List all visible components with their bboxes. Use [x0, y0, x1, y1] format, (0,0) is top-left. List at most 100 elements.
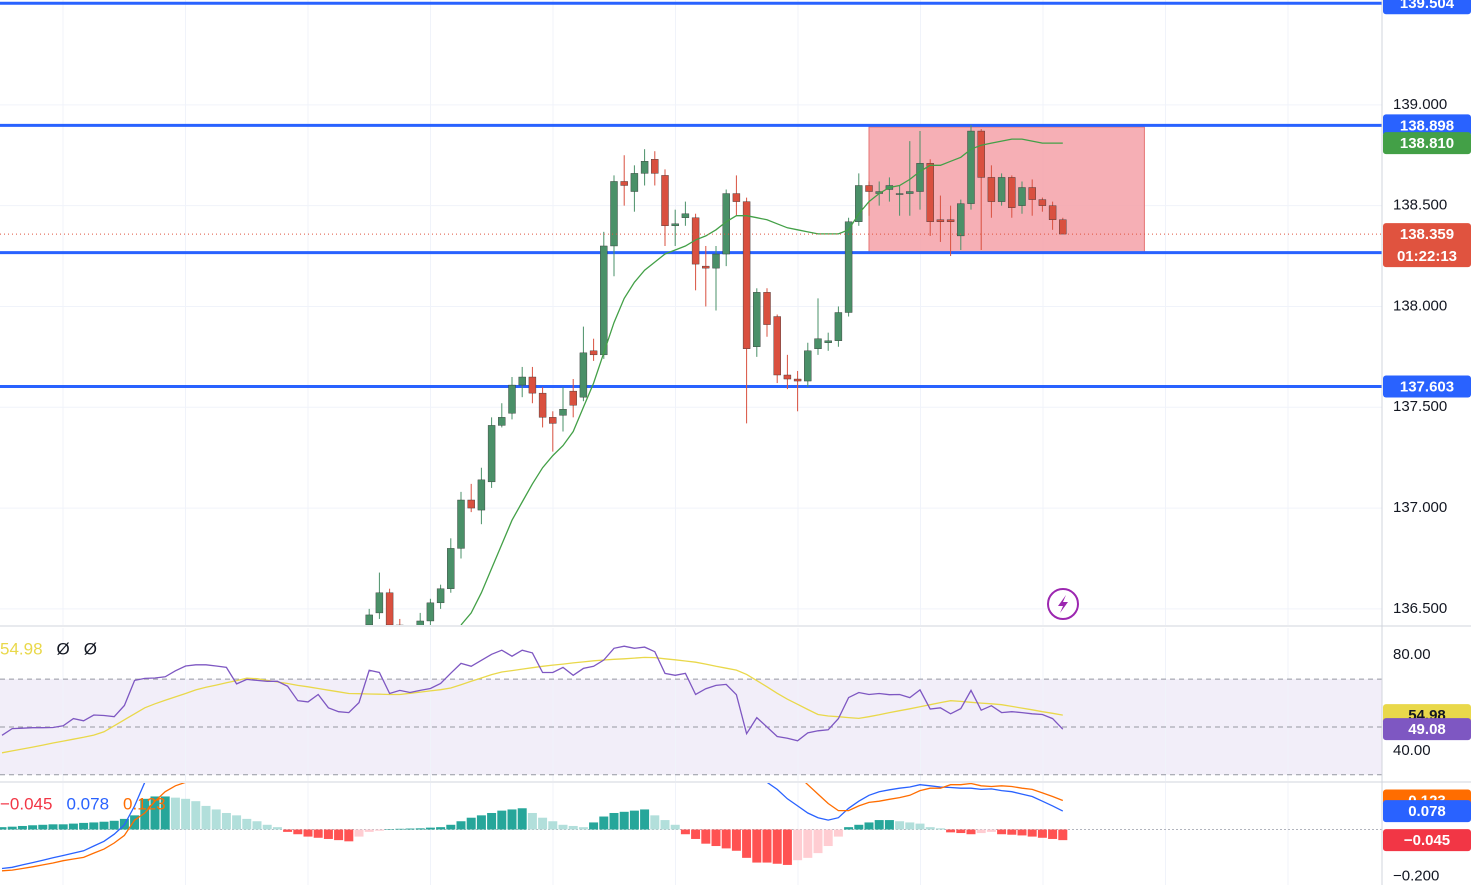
- candle-body: [946, 219, 955, 222]
- candle-body: [467, 499, 475, 509]
- candle-body: [407, 633, 414, 639]
- price-tag-label: −0.045: [1404, 832, 1450, 849]
- price-tag: [1383, 114, 1471, 137]
- moving-average: [460, 138, 1063, 625]
- histogram-bar: [364, 829, 374, 832]
- histogram-bar: [854, 824, 864, 830]
- histogram-bar: [833, 829, 843, 837]
- price-tag: [1383, 132, 1471, 155]
- indicator-value: 54.98: [0, 639, 43, 658]
- histogram-bar: [303, 829, 313, 837]
- candle-body: [569, 390, 577, 406]
- rsi-line: [1, 645, 1064, 742]
- histogram-bar: [242, 818, 252, 830]
- histogram-bar: [823, 829, 833, 847]
- alert-icon-bolt: [1058, 595, 1068, 613]
- histogram-bar: [17, 825, 27, 830]
- price-tag: [1383, 0, 1471, 15]
- y-tick-label: 138.000: [1393, 297, 1447, 314]
- candle-body: [742, 201, 751, 349]
- candle-body: [640, 161, 649, 174]
- candle-body: [589, 350, 598, 356]
- price-tag-label: 138.359: [1400, 226, 1454, 243]
- alert-icon[interactable]: [1047, 588, 1079, 620]
- candle-body: [538, 392, 547, 418]
- histogram-bar: [181, 798, 191, 830]
- histogram-bar: [517, 808, 527, 830]
- histogram-bar: [221, 812, 231, 830]
- histogram-bar: [405, 828, 415, 830]
- price-tag: [1383, 375, 1471, 398]
- histogram-bar: [721, 829, 731, 849]
- histogram-bar: [374, 829, 384, 831]
- histogram-bar: [670, 824, 680, 830]
- histogram-bar: [568, 825, 578, 830]
- macd-line: [1, 783, 1064, 870]
- zone: [868, 126, 1145, 253]
- histogram-bar: [793, 829, 803, 861]
- histogram-bar: [211, 809, 221, 830]
- histogram-bar: [701, 829, 711, 844]
- histogram-bar: [395, 828, 405, 830]
- histogram-bar: [935, 828, 945, 830]
- indicator-value: Ø: [57, 639, 70, 658]
- histogram-bar: [38, 824, 48, 830]
- histogram-bar: [599, 816, 609, 830]
- histogram-bar: [313, 829, 323, 838]
- candle-body: [783, 374, 792, 380]
- histogram-bar: [334, 829, 344, 841]
- candle-body: [967, 130, 975, 204]
- histogram-bar: [28, 825, 38, 830]
- price-tag-label: 139.504: [1400, 0, 1455, 12]
- macd-line: [1, 783, 1064, 872]
- histogram-bar: [884, 820, 894, 830]
- histogram-bar: [354, 829, 364, 837]
- histogram-bar: [160, 796, 170, 830]
- histogram-bar: [201, 805, 211, 830]
- candle-body: [1008, 177, 1016, 208]
- histogram-bar: [425, 827, 435, 830]
- candle-body: [518, 376, 526, 386]
- histogram-bar: [323, 829, 333, 839]
- histogram-bar: [691, 829, 701, 839]
- histogram-bar: [48, 824, 58, 830]
- candle-body: [997, 177, 1006, 202]
- y-tick-label: 136.500: [1393, 600, 1447, 617]
- rsi-line: [1, 656, 1063, 754]
- histogram-bar: [711, 829, 721, 847]
- candle-body: [855, 185, 863, 222]
- histogram-bar: [232, 815, 242, 830]
- histogram-bar: [640, 809, 650, 830]
- candle-body: [1048, 205, 1057, 220]
- histogram-bar: [915, 823, 925, 830]
- histogram-bar: [956, 829, 966, 834]
- candle-body: [385, 592, 394, 625]
- y-tick-label: 137.000: [1393, 499, 1447, 516]
- histogram-bar: [772, 829, 782, 864]
- candle-body: [834, 312, 843, 341]
- histogram-bar: [619, 811, 629, 830]
- histogram-bar: [813, 829, 823, 854]
- candle-body: [916, 163, 924, 192]
- indicator-value: 0.078: [66, 794, 109, 813]
- price-tag: [1383, 800, 1471, 823]
- y-tick-label: 139.000: [1393, 96, 1447, 113]
- candle-body: [579, 352, 588, 398]
- histogram-bar: [0, 827, 7, 830]
- indicator-value: −0.045: [0, 794, 52, 813]
- candle-body: [824, 340, 832, 343]
- rsi-band: [0, 679, 1382, 775]
- candle-body: [620, 181, 628, 186]
- histogram-bar: [344, 829, 354, 842]
- histogram-bar: [782, 829, 792, 865]
- candle-body: [1038, 199, 1047, 206]
- candle-body: [365, 614, 373, 625]
- candle-body: [447, 548, 455, 589]
- histogram-bar: [140, 798, 150, 830]
- histogram-bar: [170, 797, 180, 830]
- histogram-bar: [283, 829, 293, 832]
- candle-body: [936, 219, 945, 222]
- price-tag-label: 137.603: [1400, 378, 1454, 395]
- histogram-bar: [58, 824, 68, 830]
